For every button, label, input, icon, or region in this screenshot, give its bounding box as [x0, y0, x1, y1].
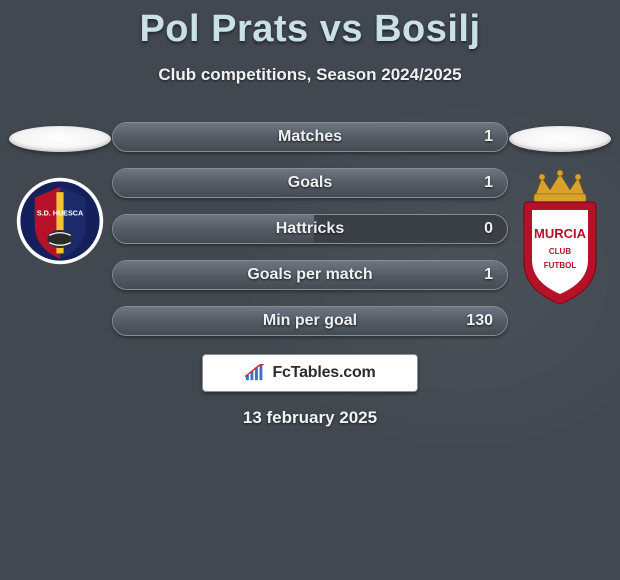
brand-label: FcTables.com — [272, 364, 375, 382]
stat-row: Min per goal 130 — [112, 306, 508, 336]
stat-label: Matches — [113, 123, 507, 151]
bar-chart-icon — [244, 364, 266, 382]
stat-row: Goals per match 1 — [112, 260, 508, 290]
right-team-crest: MURCIA CLUB FUTBOL — [510, 168, 610, 308]
stat-label: Goals per match — [113, 261, 507, 289]
shield-icon: MURCIA CLUB FUTBOL — [510, 168, 610, 308]
svg-text:MURCIA: MURCIA — [534, 226, 587, 241]
date-label: 13 february 2025 — [0, 408, 620, 428]
page-title: Pol Prats vs Bosilj — [0, 0, 620, 51]
stat-right-value: 130 — [466, 307, 493, 335]
svg-text:S.D. HUESCA: S.D. HUESCA — [37, 209, 83, 218]
stat-right-value: 1 — [484, 261, 493, 289]
left-team-crest: S.D. HUESCA — [15, 176, 105, 266]
stat-right-value: 1 — [484, 123, 493, 151]
stat-row: Hattricks 0 — [112, 214, 508, 244]
player-ellipse-right — [509, 126, 611, 152]
stat-label: Hattricks — [113, 215, 507, 243]
stat-right-value: 1 — [484, 169, 493, 197]
stat-row: Goals 1 — [112, 168, 508, 198]
stat-right-value: 0 — [484, 215, 493, 243]
stats-container: Matches 1 Goals 1 Hattricks 0 Goals per … — [112, 122, 508, 352]
brand-link[interactable]: FcTables.com — [202, 354, 418, 392]
left-player-side: S.D. HUESCA — [0, 120, 120, 266]
stat-label: Goals — [113, 169, 507, 197]
right-player-side: MURCIA CLUB FUTBOL — [500, 120, 620, 308]
stat-label: Min per goal — [113, 307, 507, 335]
player-ellipse-left — [9, 126, 111, 152]
svg-text:CLUB: CLUB — [549, 247, 571, 256]
stat-row: Matches 1 — [112, 122, 508, 152]
subtitle: Club competitions, Season 2024/2025 — [0, 65, 620, 85]
shield-icon: S.D. HUESCA — [15, 176, 105, 266]
svg-text:FUTBOL: FUTBOL — [544, 261, 577, 270]
